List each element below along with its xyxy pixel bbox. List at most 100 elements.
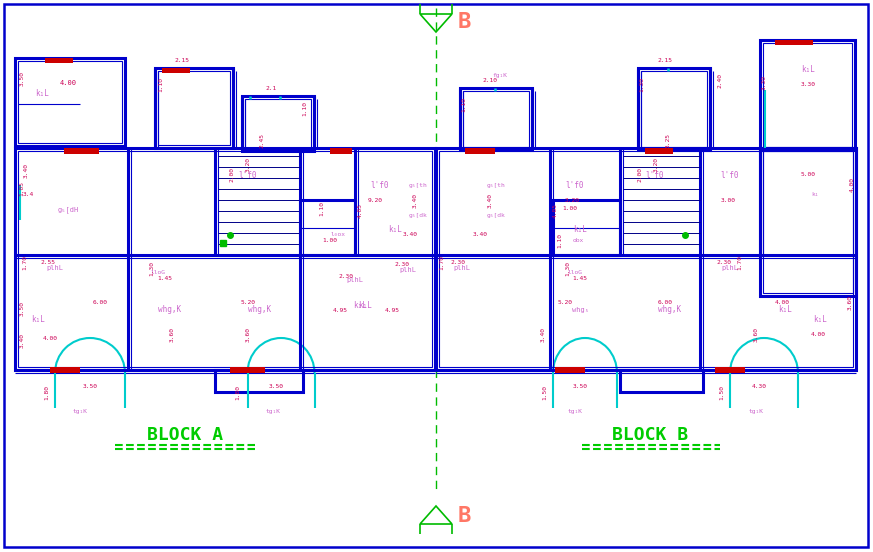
Text: tg₁K: tg₁K (567, 410, 582, 415)
Text: 4.05: 4.05 (553, 203, 558, 217)
Text: k₁L: k₁L (31, 316, 45, 325)
Text: 3.25: 3.25 (665, 132, 670, 147)
Text: 1.10: 1.10 (303, 102, 307, 116)
Bar (215, 370, 303, 392)
Text: 3.40: 3.40 (413, 193, 417, 208)
Text: k₁L: k₁L (573, 226, 587, 235)
Text: 4.00: 4.00 (59, 80, 77, 86)
Text: 3.30: 3.30 (761, 75, 766, 89)
Text: k₁L: k₁L (778, 305, 792, 315)
Bar (638, 68, 710, 150)
Text: tg₁K: tg₁K (72, 410, 87, 415)
Text: plhL: plhL (453, 265, 471, 271)
Text: 3.50: 3.50 (269, 384, 284, 389)
Text: k₁L: k₁L (813, 316, 827, 325)
Bar (763, 151, 853, 293)
Text: k₁L: k₁L (353, 300, 367, 310)
Text: 1.45: 1.45 (573, 275, 588, 280)
Text: 5.20: 5.20 (240, 300, 256, 305)
Text: whg,K: whg,K (158, 305, 182, 315)
Bar (645, 148, 673, 154)
Bar (45, 58, 73, 63)
Bar (439, 151, 853, 367)
Text: l'f0: l'f0 (371, 181, 389, 189)
Text: BLOCK B: BLOCK B (612, 426, 688, 444)
Bar (162, 68, 190, 73)
Text: 1.30: 1.30 (566, 261, 570, 275)
Text: 4.00: 4.00 (849, 178, 855, 193)
Text: k₁: k₁ (811, 193, 819, 198)
Text: 2.30: 2.30 (339, 274, 354, 279)
Text: l'f0: l'f0 (721, 171, 739, 179)
Bar (64, 148, 99, 154)
Text: 3.60: 3.60 (245, 327, 251, 342)
Bar (15, 58, 125, 146)
Text: l'f0: l'f0 (238, 171, 258, 179)
Text: fg₁K: fg₁K (492, 72, 507, 77)
Bar (436, 148, 856, 370)
Text: 1.30: 1.30 (149, 261, 155, 275)
Text: 1.10: 1.10 (320, 200, 325, 215)
Text: plhL: plhL (721, 265, 739, 271)
Bar (155, 68, 233, 148)
Text: 3.40: 3.40 (24, 162, 29, 178)
Text: 9.20: 9.20 (368, 198, 382, 203)
Text: 1.00: 1.00 (322, 237, 338, 242)
Text: 3.20: 3.20 (565, 198, 580, 203)
Text: 2.10: 2.10 (483, 77, 498, 82)
Text: plhL: plhL (400, 267, 416, 273)
Text: tg₁K: tg₁K (265, 410, 280, 415)
Text: 3.60: 3.60 (169, 327, 175, 342)
Text: B: B (458, 506, 471, 526)
Text: k₁L: k₁L (35, 89, 49, 98)
Text: 2.45: 2.45 (259, 132, 265, 147)
Text: 2.55: 2.55 (40, 261, 56, 266)
Text: k₁L: k₁L (388, 226, 402, 235)
Text: 3.20: 3.20 (245, 157, 251, 172)
Bar (775, 40, 813, 45)
Text: 6.00: 6.00 (93, 300, 107, 305)
Text: 3.40: 3.40 (487, 193, 492, 208)
Text: 4.00: 4.00 (810, 332, 826, 337)
Text: 3.40: 3.40 (472, 232, 487, 237)
Bar (620, 370, 703, 392)
Text: 4.30: 4.30 (752, 384, 766, 389)
Text: 3.30: 3.30 (801, 82, 815, 88)
Text: k₁L: k₁L (358, 300, 372, 310)
Text: 4.00: 4.00 (774, 300, 789, 305)
Text: 3.60: 3.60 (753, 327, 759, 342)
Text: 3.20: 3.20 (654, 157, 658, 172)
Bar (641, 71, 707, 147)
Text: 1.00: 1.00 (562, 205, 578, 210)
Text: 1.10: 1.10 (558, 232, 562, 247)
Text: lloG: lloG (150, 269, 166, 274)
Bar (15, 148, 435, 370)
Text: 1.45: 1.45 (157, 275, 173, 280)
Text: whg₅: whg₅ (572, 307, 588, 313)
Text: 2.40: 2.40 (718, 72, 723, 88)
Text: g₅[th: g₅[th (409, 183, 428, 188)
Text: 1.05: 1.05 (19, 181, 24, 195)
Text: BLOCK A: BLOCK A (147, 426, 223, 444)
Text: l₀ox: l₀ox (331, 232, 346, 237)
Text: 3.50: 3.50 (573, 384, 588, 389)
Text: g₅[dk: g₅[dk (409, 213, 428, 217)
Text: 1.80: 1.80 (45, 385, 50, 400)
Text: 2.15: 2.15 (175, 59, 189, 63)
Bar (760, 40, 855, 150)
Text: 2.00: 2.00 (230, 167, 235, 183)
Bar (330, 148, 352, 154)
Bar (760, 148, 856, 296)
Text: 1.10: 1.10 (159, 77, 163, 93)
Bar (555, 367, 585, 373)
Bar (465, 148, 495, 154)
Text: obx: obx (573, 237, 584, 242)
Text: 1.50: 1.50 (719, 385, 725, 400)
Text: 3.60: 3.60 (848, 295, 853, 310)
Text: 1.80: 1.80 (236, 385, 240, 400)
Text: tg₁K: tg₁K (748, 410, 764, 415)
Bar (50, 367, 80, 373)
Text: plhL: plhL (347, 277, 363, 283)
Text: whg,K: whg,K (658, 305, 682, 315)
Text: 2.30: 2.30 (450, 261, 465, 266)
